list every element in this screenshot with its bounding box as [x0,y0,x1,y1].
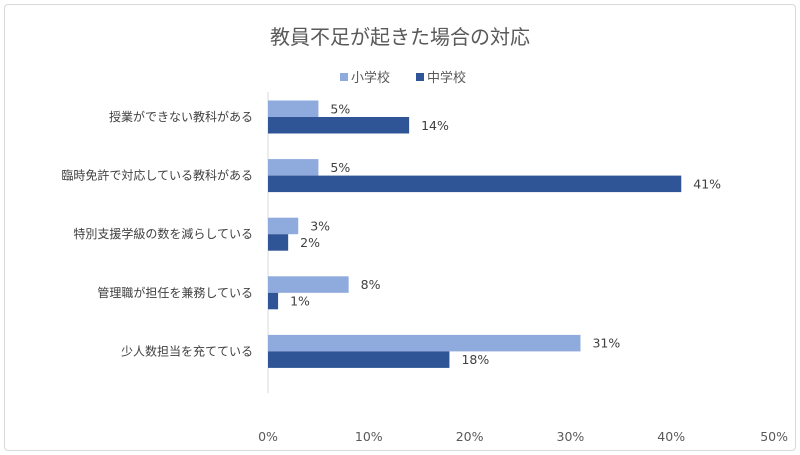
chart-title: 教員不足が起きた場合の対応 [270,25,530,49]
data-label-1-1: 41% [693,176,721,191]
bar-1-3 [268,292,279,310]
category-label-2: 特別支援学級の数を減らしている [73,226,253,241]
data-label-1-0: 14% [421,118,449,133]
data-label-0-4: 31% [592,336,620,351]
x-tick-label-3: 30% [557,429,585,444]
bar-1-2 [268,234,289,251]
data-labels: 5% 14% 5% 41% 3% 2% 8% 1% 31% 18% [290,101,721,367]
bars [268,100,682,368]
legend: 小学校 中学校 [340,70,466,86]
x-tick-label-5: 50% [760,429,788,444]
bar-0-3 [268,276,349,293]
bar-1-1 [268,175,682,193]
data-label-1-3: 1% [290,294,310,309]
data-label-0-3: 8% [361,277,381,292]
data-label-0-2: 3% [310,218,330,233]
category-label-1: 臨時免許で対応している教科がある [61,168,253,183]
data-label-1-4: 18% [461,352,489,367]
x-tick-label-0: 0% [258,429,278,444]
bar-1-4 [268,351,450,368]
bar-0-1 [268,159,319,176]
bar-1-0 [268,117,410,134]
data-label-0-0: 5% [330,101,350,116]
bar-0-0 [268,100,319,117]
x-tick-label-1: 10% [355,429,383,444]
category-label-4: 少人数担当を充てている [121,343,253,358]
category-labels: 授業ができない教科がある臨時免許で対応している教科がある特別支援学級の数を減らし… [61,109,253,358]
x-axis-ticks: 0% 10% 20% 30% 40% 50% [258,429,788,444]
data-label-0-1: 5% [330,160,350,175]
legend-label-0: 小学校 [351,70,390,86]
x-tick-label-2: 20% [456,429,484,444]
chart-frame [4,4,796,451]
data-label-1-2: 2% [300,235,320,250]
legend-swatch-1 [416,73,424,81]
legend-swatch-0 [340,73,348,81]
category-label-3: 管理職が担任を兼務している [97,285,253,300]
legend-label-1: 中学校 [427,70,466,86]
x-tick-label-4: 40% [657,429,685,444]
category-label-0: 授業ができない教科がある [109,109,253,124]
bar-0-4 [268,334,581,352]
bar-0-2 [268,217,299,235]
